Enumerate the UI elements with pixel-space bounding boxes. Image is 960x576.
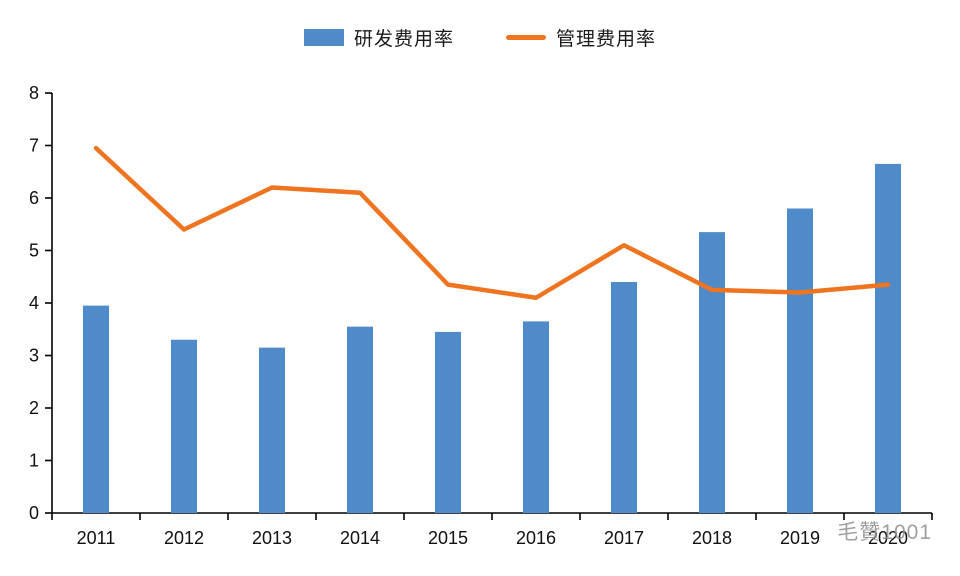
x-tick-label: 2019 — [780, 528, 820, 548]
y-tick-label: 3 — [29, 346, 39, 366]
x-tick-label: 2017 — [604, 528, 644, 548]
y-tick-label: 7 — [29, 136, 39, 156]
bar — [259, 347, 285, 513]
x-tick-label: 2018 — [692, 528, 732, 548]
x-tick-label: 2014 — [340, 528, 380, 548]
bar — [83, 305, 109, 513]
bar — [611, 282, 637, 513]
line-series — [93, 145, 891, 300]
x-tick-label: 2015 — [428, 528, 468, 548]
legend-item-bar-series: 研发费用率 — [303, 24, 454, 51]
bar — [171, 339, 197, 513]
y-tick-label: 1 — [29, 451, 39, 471]
bar — [347, 326, 373, 513]
bar — [435, 331, 461, 513]
bar — [699, 232, 725, 513]
x-tick-label: 2011 — [77, 528, 116, 548]
y-tick-label: 4 — [29, 293, 39, 313]
bar-series-swatch-icon — [303, 29, 344, 46]
chart-legend: 研发费用率 管理费用率 — [0, 24, 960, 51]
legend-item-line-series: 管理费用率 — [506, 24, 656, 51]
y-tick-label: 0 — [29, 503, 39, 523]
bar — [523, 321, 549, 513]
x-tick-label: 2013 — [252, 528, 292, 548]
x-tick-label: 2016 — [516, 528, 556, 548]
y-tick-label: 2 — [29, 398, 39, 418]
y-tick-label: 6 — [29, 188, 39, 208]
bar-series-label: 研发费用率 — [353, 29, 454, 50]
bar — [787, 208, 813, 513]
line-series-label: 管理费用率 — [556, 29, 657, 50]
y-tick-label: 5 — [29, 241, 39, 261]
bar — [875, 163, 901, 513]
x-tick-label: 2020 — [868, 528, 908, 548]
line-series-swatch-icon — [506, 35, 546, 40]
x-tick-label: 2012 — [164, 528, 204, 548]
watermark-text: 毛贊1001 — [837, 521, 932, 544]
y-tick-label: 8 — [29, 83, 39, 103]
